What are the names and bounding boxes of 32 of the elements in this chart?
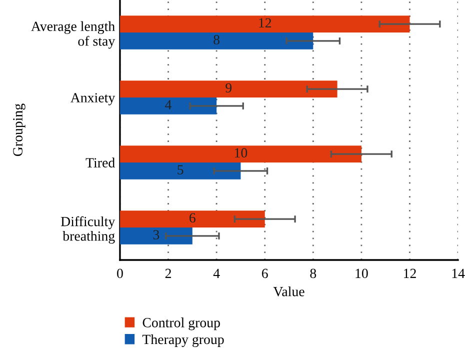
data-label: 8 bbox=[214, 35, 220, 44]
x-tick-label: 2 bbox=[165, 268, 171, 278]
x-tick-label: 4 bbox=[213, 268, 220, 278]
y-tick-label: Tired bbox=[86, 158, 115, 168]
x-tick-label: 10 bbox=[356, 268, 368, 278]
data-label: 3 bbox=[153, 230, 160, 240]
y-axis-title: Grouping bbox=[13, 104, 26, 156]
bar bbox=[120, 16, 410, 32]
y-tick-label: Difficulty breathing bbox=[60, 216, 116, 244]
bar bbox=[120, 32, 314, 50]
bar bbox=[120, 210, 265, 228]
data-label: 12 bbox=[259, 18, 272, 28]
x-tick-label: 14 bbox=[452, 268, 465, 278]
data-label: 10 bbox=[234, 148, 248, 158]
bar bbox=[120, 98, 217, 114]
bar bbox=[120, 162, 241, 180]
x-axis-title: Value bbox=[273, 286, 304, 296]
legend-label: Therapy group bbox=[142, 334, 224, 347]
y-tick-label: Average length of stay bbox=[31, 21, 116, 49]
legend-label: Control group bbox=[142, 318, 220, 330]
x-tick-label: 0 bbox=[117, 268, 123, 278]
data-label: 9 bbox=[226, 83, 232, 93]
x-tick-label: 12 bbox=[404, 268, 416, 278]
y-tick-label: Anxiety bbox=[70, 93, 116, 106]
data-label: 5 bbox=[178, 165, 184, 174]
bar bbox=[120, 146, 362, 163]
bar bbox=[120, 228, 192, 244]
data-label: 4 bbox=[165, 100, 172, 110]
x-tick-label: 8 bbox=[310, 268, 316, 278]
x-tick-label: 6 bbox=[262, 268, 268, 278]
bar bbox=[120, 80, 338, 98]
data-label: 6 bbox=[190, 213, 196, 223]
